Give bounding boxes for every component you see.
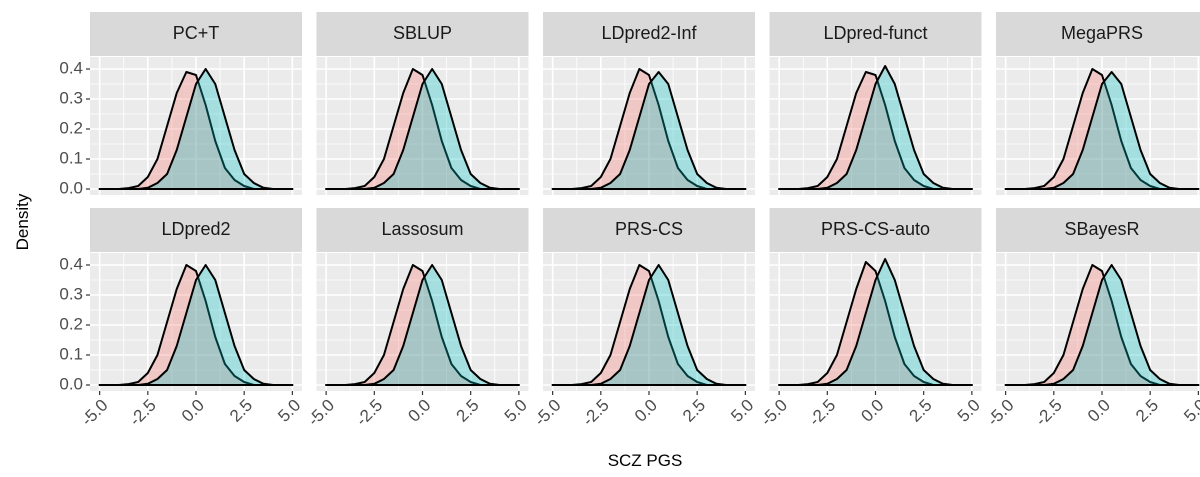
x-tick-label: 0.0 <box>1084 396 1114 426</box>
panel-title: PRS-CS <box>615 219 683 239</box>
y-tick-label: 0.2 <box>59 314 83 333</box>
x-axis-title: SCZ PGS <box>608 451 683 470</box>
panel-title: SBLUP <box>393 23 452 43</box>
x-tick-label: -5.0 <box>530 396 564 430</box>
x-tick-label: -2.5 <box>126 396 160 430</box>
density-area <box>551 264 747 386</box>
panel-title: Lassosum <box>381 219 463 239</box>
y-tick-label: 0.3 <box>59 284 83 303</box>
x-tick-label: 2.5 <box>226 396 256 426</box>
y-tick-label: 0.3 <box>59 88 83 107</box>
x-tick-label: 0.0 <box>178 396 208 426</box>
strip <box>316 208 529 252</box>
x-tick-label: 5.0 <box>274 396 304 426</box>
density-area <box>325 264 520 386</box>
density-area <box>1004 264 1200 386</box>
x-tick-label: 0.0 <box>631 396 661 426</box>
x-tick-label: -5.0 <box>77 396 111 430</box>
strip <box>90 208 302 252</box>
y-tick-label: 0.4 <box>59 58 83 77</box>
strip <box>996 12 1200 56</box>
x-tick-label: -5.0 <box>983 396 1017 430</box>
panel-title: LDpred2-Inf <box>601 23 697 43</box>
y-axis-title: Density <box>13 193 32 250</box>
density-area <box>98 68 294 190</box>
strip <box>316 12 529 56</box>
x-tick-label: -5.0 <box>304 396 338 430</box>
y-tick-label: 0.0 <box>59 178 83 197</box>
x-tick-label: 2.5 <box>453 396 483 426</box>
panel-title: SBayesR <box>1064 219 1139 239</box>
strip <box>90 12 302 56</box>
y-tick-label: 0.2 <box>59 118 83 137</box>
panel-title: MegaPRS <box>1061 23 1143 43</box>
panel-title: PC+T <box>173 23 220 43</box>
strip <box>996 208 1200 252</box>
x-tick-label: 5.0 <box>727 396 757 426</box>
strip <box>769 12 982 56</box>
x-tick-label: 5.0 <box>1180 396 1200 426</box>
strip <box>543 208 755 252</box>
x-tick-label: -2.5 <box>352 396 386 430</box>
y-tick-label: 0.0 <box>59 374 83 393</box>
density-area <box>98 264 294 386</box>
panel-title: PRS-CS-auto <box>821 219 930 239</box>
x-tick-label: -2.5 <box>805 396 839 430</box>
x-tick-label: -2.5 <box>579 396 613 430</box>
panel-title: LDpred2 <box>161 219 230 239</box>
density-area <box>778 65 973 190</box>
density-area <box>778 258 973 386</box>
strip <box>543 12 755 56</box>
y-tick-label: 0.4 <box>59 254 83 273</box>
density-area <box>325 68 520 190</box>
y-tick-label: 0.1 <box>59 344 83 363</box>
density-area <box>551 71 747 190</box>
x-tick-label: 0.0 <box>404 396 434 426</box>
y-tick-label: 0.1 <box>59 148 83 167</box>
x-tick-label: 2.5 <box>679 396 709 426</box>
x-tick-label: 5.0 <box>501 396 531 426</box>
panel-title: LDpred-funct <box>823 23 927 43</box>
x-tick-label: 2.5 <box>906 396 936 426</box>
x-tick-label: -5.0 <box>757 396 791 430</box>
x-tick-label: -2.5 <box>1032 396 1066 430</box>
x-tick-label: 5.0 <box>954 396 984 426</box>
density-area <box>1004 71 1200 190</box>
strip <box>769 208 982 252</box>
x-tick-label: 0.0 <box>857 396 887 426</box>
x-tick-label: 2.5 <box>1132 396 1162 426</box>
